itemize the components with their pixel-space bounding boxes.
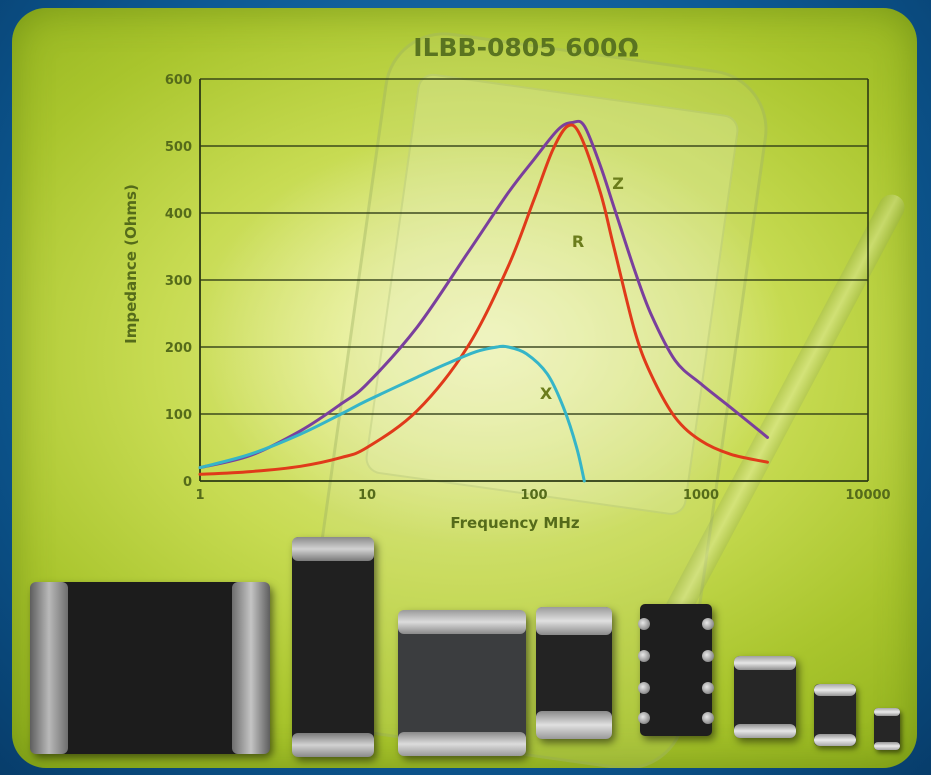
x-tick-label: 1000 — [683, 488, 719, 503]
x-tick-labels: 1 10 100 1000 10000 — [195, 488, 890, 503]
curve-label-r: R — [572, 232, 584, 251]
axes — [199, 79, 869, 482]
series-line-r — [198, 123, 769, 476]
curve-label-z: Z — [612, 174, 624, 193]
component-array — [638, 604, 714, 736]
x-axis-label: Frequency MHz — [450, 514, 579, 532]
chart-title: ILBB-0805 600Ω — [413, 33, 638, 62]
component-grey — [398, 610, 526, 756]
y-tick-label: 400 — [165, 207, 192, 222]
x-tick-label: 100 — [520, 488, 547, 503]
curve-label-x: X — [540, 384, 553, 403]
component-tall — [292, 537, 374, 757]
y-tick-label: 500 — [165, 140, 192, 155]
component-large — [30, 582, 270, 754]
x-tick-label: 10000 — [845, 488, 890, 503]
y-tick-label: 600 — [165, 73, 192, 88]
component-smallest — [874, 708, 900, 750]
component-medium — [536, 607, 612, 739]
series-line-x — [198, 344, 586, 483]
x-tick-label: 10 — [358, 488, 376, 503]
x-tick-label: 1 — [195, 488, 204, 503]
y-tick-label: 0 — [183, 475, 192, 490]
series-line-z — [198, 119, 769, 470]
y-axis-label: Impedance (Ohms) — [122, 184, 140, 344]
y-tick-label: 100 — [165, 408, 192, 423]
grid-lines — [200, 78, 868, 415]
y-tick-labels: 0 100 200 300 400 500 600 — [165, 73, 192, 490]
y-tick-label: 200 — [165, 341, 192, 356]
series-lines — [198, 119, 769, 483]
y-tick-label: 300 — [165, 274, 192, 289]
component-small — [734, 656, 796, 738]
component-smaller — [814, 684, 856, 746]
